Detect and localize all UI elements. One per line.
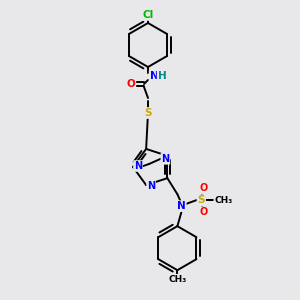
Text: CH₃: CH₃ — [168, 275, 187, 284]
Text: CH₃: CH₃ — [214, 196, 232, 205]
Text: S: S — [198, 195, 205, 205]
Text: H: H — [158, 71, 166, 81]
Text: N: N — [177, 201, 186, 211]
Text: Cl: Cl — [142, 10, 154, 20]
Text: N: N — [161, 154, 169, 164]
Text: N: N — [147, 181, 155, 191]
Text: N: N — [150, 71, 158, 81]
Text: O: O — [199, 207, 208, 217]
Text: O: O — [127, 79, 135, 89]
Text: O: O — [199, 183, 208, 193]
Text: S: S — [144, 108, 152, 118]
Text: N: N — [134, 161, 142, 171]
